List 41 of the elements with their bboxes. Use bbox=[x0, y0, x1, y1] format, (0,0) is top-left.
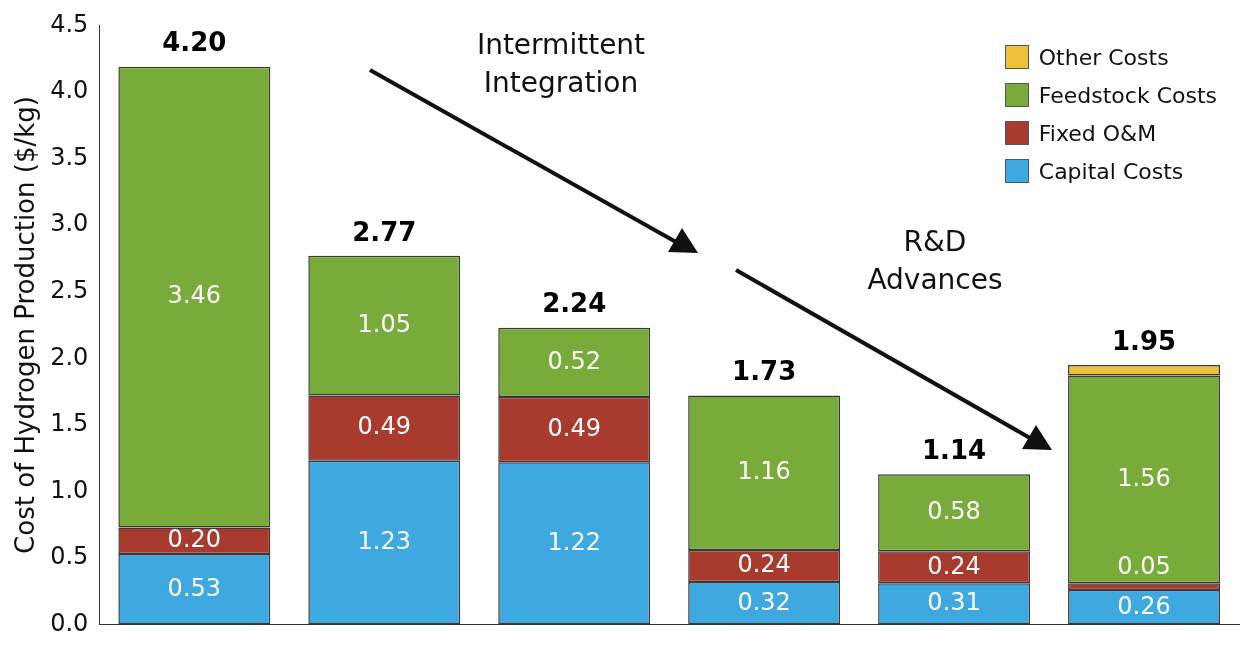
data-label: 0.20 bbox=[167, 524, 222, 553]
data-label: 1.16 bbox=[737, 457, 791, 486]
data-label: 0.58 bbox=[927, 496, 981, 525]
legend-label: Capital Costs bbox=[1038, 158, 1184, 184]
data-label: 1.23 bbox=[357, 526, 411, 555]
legend-label: Other Costs bbox=[1038, 44, 1169, 70]
y-tick-label: 4.0 bbox=[50, 76, 89, 105]
y-tick-label: 0.0 bbox=[50, 608, 89, 637]
y-tick-label: 0.5 bbox=[50, 542, 89, 571]
data-label: 0.32 bbox=[737, 587, 791, 616]
total-label: 2.24 bbox=[542, 288, 607, 319]
y-tick-label: 1.5 bbox=[50, 409, 89, 438]
data-label: 1.05 bbox=[357, 309, 411, 338]
data-label: 0.24 bbox=[927, 551, 981, 580]
legend-label: Feedstock Costs bbox=[1038, 82, 1217, 108]
data-label: 0.05 bbox=[1117, 551, 1171, 580]
data-label: 0.24 bbox=[737, 550, 791, 579]
data-label: 0.31 bbox=[927, 588, 981, 617]
total-label: 1.14 bbox=[922, 434, 987, 465]
legend-label: Fixed O&M bbox=[1038, 120, 1157, 146]
total-label: 2.77 bbox=[352, 216, 417, 247]
data-label: 3.46 bbox=[167, 281, 222, 310]
annotation: Intermittent Integration bbox=[475, 27, 647, 101]
total-label: 1.73 bbox=[732, 356, 797, 387]
data-label: 0.26 bbox=[1117, 591, 1171, 620]
y-tick-label: 3.0 bbox=[50, 209, 89, 238]
y-tick-label: 4.5 bbox=[50, 9, 89, 38]
total-label: 4.20 bbox=[162, 27, 227, 58]
data-label: 0.49 bbox=[357, 412, 411, 441]
y-axis-title: Cost of Hydrogen Production ($/kg) bbox=[10, 96, 41, 554]
data-label: 1.56 bbox=[1117, 463, 1171, 492]
data-label: 0.49 bbox=[547, 413, 601, 442]
total-label: 1.95 bbox=[1111, 325, 1177, 356]
y-tick-label: 2.5 bbox=[50, 275, 89, 304]
annotation: R&D Advances bbox=[866, 224, 1004, 298]
y-tick-label: 3.5 bbox=[50, 142, 89, 171]
y-tick-label: 1.0 bbox=[50, 475, 89, 504]
data-label: 1.22 bbox=[547, 527, 601, 556]
data-label: 0.53 bbox=[167, 573, 222, 602]
y-tick-label: 2.0 bbox=[50, 342, 89, 371]
data-label: 0.52 bbox=[547, 346, 601, 375]
